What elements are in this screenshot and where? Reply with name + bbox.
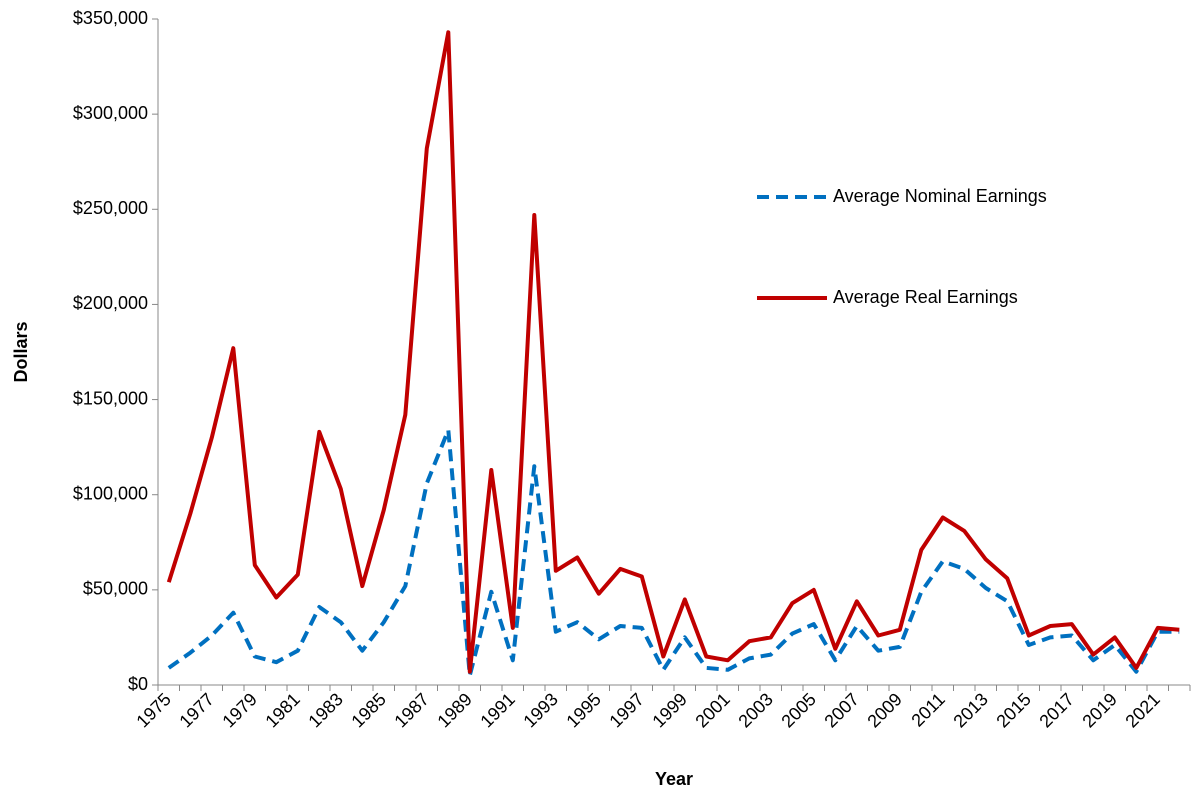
x-tick-label: 2007 bbox=[820, 689, 862, 731]
y-tick-label: $350,000 bbox=[73, 8, 148, 28]
x-tick-label: 2019 bbox=[1078, 689, 1120, 731]
y-tick-label: $250,000 bbox=[73, 198, 148, 218]
x-tick-label: 1975 bbox=[132, 689, 174, 731]
series-line bbox=[167, 428, 1180, 678]
x-tick-label: 2013 bbox=[949, 689, 991, 731]
y-tick-label: $150,000 bbox=[73, 388, 148, 408]
x-tick-label: 1991 bbox=[476, 689, 518, 731]
x-tick-label: 1983 bbox=[304, 689, 346, 731]
x-tick-label: 1989 bbox=[433, 689, 475, 731]
x-tick-label: 1997 bbox=[605, 689, 647, 731]
legend-label: Average Nominal Earnings bbox=[833, 186, 1047, 206]
x-tick-label: 1987 bbox=[390, 689, 432, 731]
x-tick-label: 1985 bbox=[347, 689, 389, 731]
x-tick-label: 2021 bbox=[1121, 689, 1163, 731]
x-tick-label: 1981 bbox=[261, 689, 303, 731]
x-tick-label: 2011 bbox=[907, 689, 949, 731]
x-tick-label: 2003 bbox=[734, 689, 776, 731]
y-tick-label: $300,000 bbox=[73, 103, 148, 123]
x-tick-label: 2015 bbox=[992, 689, 1034, 731]
y-tick-label: $200,000 bbox=[73, 293, 148, 313]
x-tick-label: 2001 bbox=[691, 689, 733, 731]
x-axis-title: Year bbox=[655, 769, 693, 789]
x-tick-label: 1979 bbox=[218, 689, 260, 731]
legend-label: Average Real Earnings bbox=[833, 287, 1018, 307]
y-tick-label: $0 bbox=[128, 674, 148, 694]
y-tick-label: $50,000 bbox=[83, 579, 148, 599]
x-tick-label: 1977 bbox=[175, 689, 217, 731]
x-tick-label: 2009 bbox=[863, 689, 905, 731]
x-tick-label: 2005 bbox=[777, 689, 819, 731]
x-tick-label: 1995 bbox=[562, 689, 604, 731]
x-tick-label: 1999 bbox=[648, 689, 690, 731]
x-tick-label: 1993 bbox=[519, 689, 561, 731]
y-tick-label: $100,000 bbox=[73, 483, 148, 503]
series-line bbox=[166, 30, 1180, 674]
y-axis-title: Dollars bbox=[11, 321, 31, 382]
x-tick-label: 2017 bbox=[1035, 689, 1077, 731]
